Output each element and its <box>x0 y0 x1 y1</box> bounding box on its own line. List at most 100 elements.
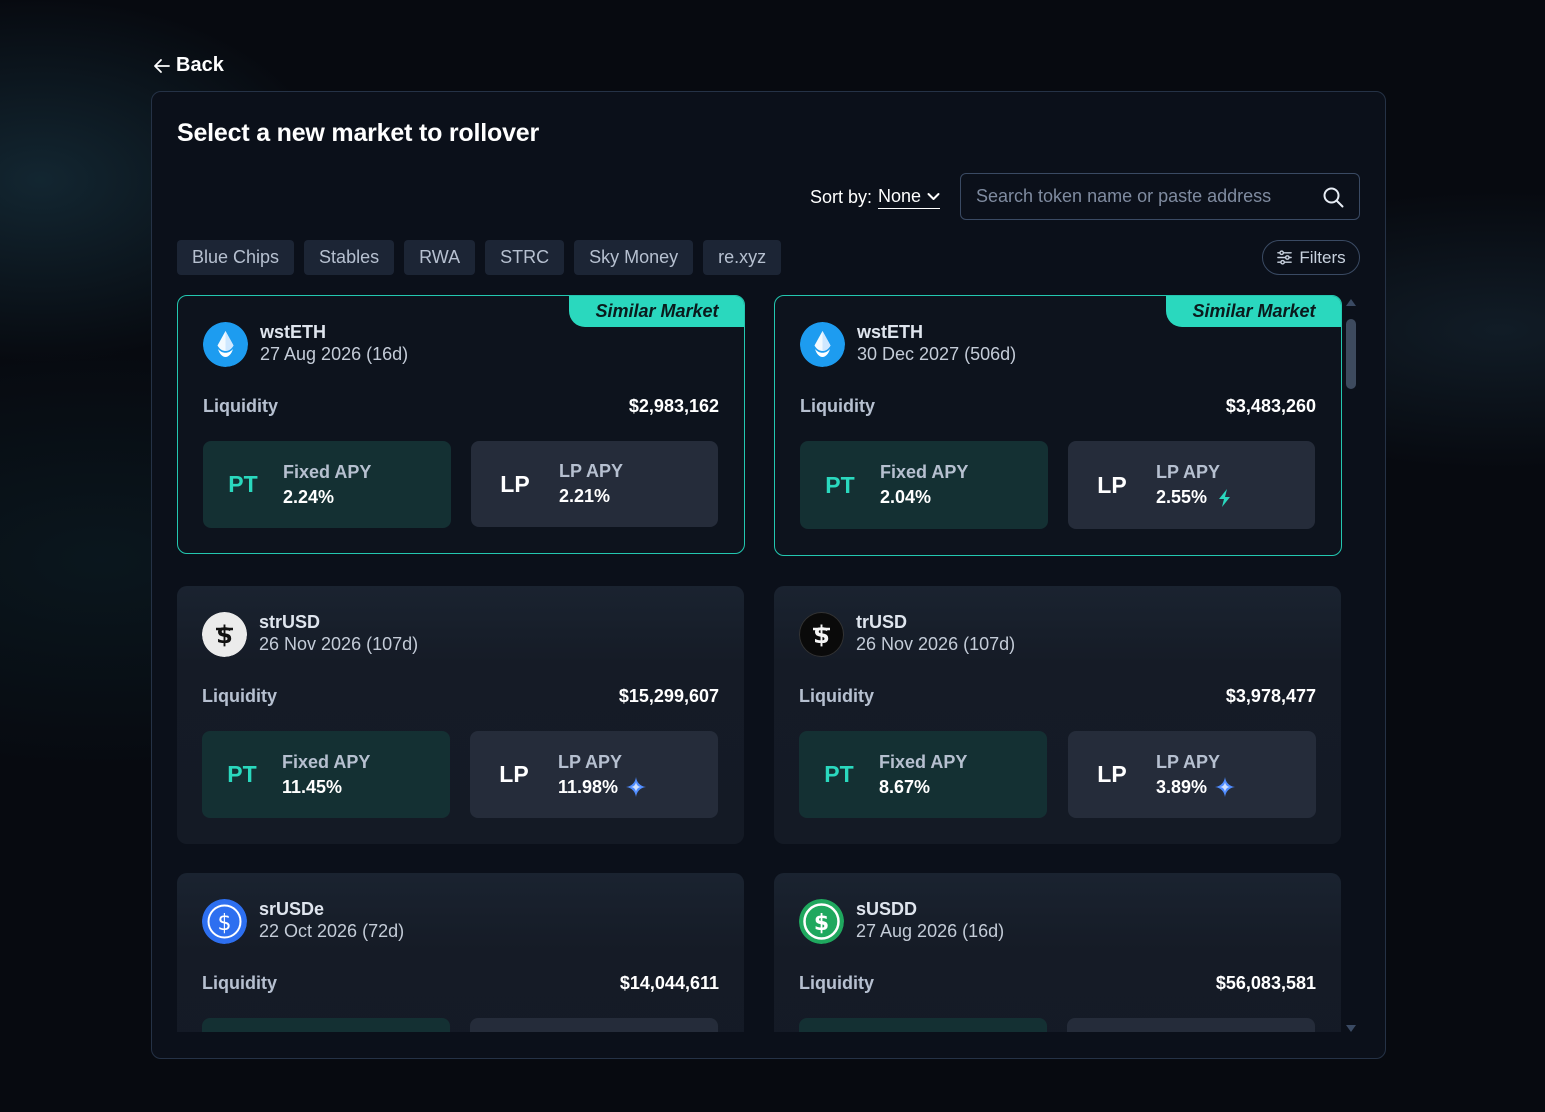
category-chips: Blue Chips Stables RWA STRC Sky Money re… <box>177 240 782 275</box>
susdd-icon: $ <box>799 899 844 944</box>
page-title: Select a new market to rollover <box>177 119 540 147</box>
filters-button[interactable]: Filters <box>1262 240 1360 275</box>
pt-code: PT <box>228 471 258 497</box>
search-input[interactable] <box>976 186 1321 207</box>
chip-rwa[interactable]: RWA <box>404 240 476 275</box>
svg-text:$: $ <box>218 911 232 936</box>
sort-label: Sort by: <box>809 187 872 207</box>
token-name: strUSD <box>259 612 321 632</box>
lp-apy-label: LP APY <box>559 461 624 481</box>
token-name: wstETH <box>260 322 327 342</box>
lp-apy-value: 11.98% <box>558 776 619 797</box>
market-card[interactable]: $ srUSDe 22 Oct 2026 (72d) Liquidity $14… <box>177 873 744 1032</box>
sparkle-icon <box>1215 777 1236 797</box>
svg-text:$: $ <box>216 621 233 649</box>
fixed-apy-value: 2.24% <box>283 486 335 507</box>
token-name: wstETH <box>857 322 924 342</box>
liquidity-label: Liquidity <box>202 686 277 706</box>
srusde-icon: $ <box>202 899 247 944</box>
chip-strc[interactable]: STRC <box>485 240 565 275</box>
market-card[interactable]: Similar Market wstETH 27 Aug 2026 (16d) … <box>177 295 745 554</box>
maturity-date: 26 Nov 2026 (107d) <box>856 634 1016 654</box>
scrollbar-thumb[interactable] <box>1346 319 1356 389</box>
arrow-left-icon <box>154 58 170 73</box>
lp-code: LP <box>499 761 529 787</box>
market-card[interactable]: $ trUSD 26 Nov 2026 (107d) Liquidity $3,… <box>774 586 1341 844</box>
scrollbar[interactable] <box>1344 299 1358 1032</box>
lp-apy-box[interactable]: LP LP APY 2.55% <box>1068 441 1315 529</box>
sliders-icon <box>1277 250 1293 265</box>
lp-code: LP <box>1097 471 1127 498</box>
chip-re-xyz[interactable]: re.xyz <box>703 240 782 275</box>
market-list[interactable]: Similar Market wstETH 27 Aug 2026 (16d) … <box>177 295 1342 1032</box>
liquidity-label: Liquidity <box>202 973 277 993</box>
liquidity-label: Liquidity <box>799 973 874 993</box>
chip-blue-chips[interactable]: Blue Chips <box>177 240 295 275</box>
trusd-icon: $ <box>799 612 844 657</box>
pt-apy-box[interactable]: PT Fixed APY 2.04% <box>800 441 1048 529</box>
liquidity-value: $14,044,611 <box>619 973 719 993</box>
token-name: sUSDD <box>856 899 918 919</box>
lp-code: LP <box>1097 761 1127 787</box>
pt-code: PT <box>227 761 257 787</box>
maturity-date: 30 Dec 2027 (506d) <box>857 344 1017 364</box>
maturity-date: 22 Oct 2026 (72d) <box>259 921 405 941</box>
fixed-apy-label: Fixed APY <box>282 751 371 772</box>
wsteth-icon <box>203 322 248 367</box>
chip-stables[interactable]: Stables <box>304 240 395 275</box>
token-name: trUSD <box>856 612 908 632</box>
back-button[interactable]: Back <box>152 54 224 77</box>
sort-control: Sort by: None <box>810 186 940 209</box>
scroll-down-icon[interactable] <box>1346 1025 1356 1032</box>
sort-dropdown[interactable]: None <box>877 186 940 209</box>
similar-market-badge: Similar Market <box>1166 296 1341 327</box>
liquidity-label: Liquidity <box>203 396 278 416</box>
liquidity-value: $2,983,162 <box>628 396 719 416</box>
liquidity-value: $3,483,260 <box>1225 396 1316 416</box>
lp-apy-value: 2.21% <box>559 486 611 506</box>
lp-apy-box[interactable]: LP LP APY 3.89% <box>1068 731 1316 818</box>
liquidity-label: Liquidity <box>799 686 874 706</box>
chip-sky-money[interactable]: Sky Money <box>574 240 694 275</box>
pt-apy-box[interactable] <box>202 1018 450 1032</box>
liquidity-value: $56,083,581 <box>1215 973 1316 993</box>
sort-value: None <box>877 186 921 206</box>
chevron-down-icon <box>927 193 940 200</box>
fixed-apy-value: 11.45% <box>282 776 343 797</box>
rollover-panel: Select a new market to rollover Sort by:… <box>151 91 1386 1059</box>
pt-apy-box[interactable]: PT Fixed APY 2.24% <box>203 441 451 528</box>
pt-apy-box[interactable]: PT Fixed APY 8.67% <box>799 731 1047 818</box>
similar-market-badge: Similar Market <box>569 296 744 327</box>
search-box <box>960 173 1360 220</box>
search-icon[interactable] <box>1321 185 1345 209</box>
lp-apy-label: LP APY <box>558 751 623 772</box>
lp-apy-box[interactable]: LP LP APY 2.21% <box>471 441 718 527</box>
market-card[interactable]: Similar Market wstETH 30 Dec 2027 (506d)… <box>774 295 1342 556</box>
sparkle-icon <box>626 777 647 797</box>
market-card[interactable]: $ strUSD 26 Nov 2026 (107d) Liquidity $1… <box>177 586 744 844</box>
market-card[interactable]: $ sUSDD 27 Aug 2026 (16d) Liquidity $56,… <box>774 873 1341 1032</box>
lp-apy-box[interactable] <box>1067 1018 1315 1032</box>
pt-apy-box[interactable] <box>799 1018 1047 1032</box>
pt-code: PT <box>824 761 854 787</box>
scroll-up-icon[interactable] <box>1346 299 1356 306</box>
lp-apy-label: LP APY <box>1156 751 1221 772</box>
lp-apy-box[interactable] <box>470 1018 718 1032</box>
lp-code: LP <box>500 470 530 497</box>
lp-apy-value: 3.89% <box>1156 776 1208 797</box>
maturity-date: 26 Nov 2026 (107d) <box>259 634 419 654</box>
maturity-date: 27 Aug 2026 (16d) <box>856 921 1005 941</box>
fixed-apy-value: 2.04% <box>880 487 932 507</box>
lightning-icon <box>1219 488 1231 507</box>
lp-apy-value: 2.55% <box>1156 487 1208 507</box>
fixed-apy-label: Fixed APY <box>879 751 968 772</box>
fixed-apy-value: 8.67% <box>879 776 931 797</box>
svg-text:$: $ <box>813 621 830 649</box>
liquidity-value: $15,299,607 <box>618 686 719 706</box>
wsteth-icon <box>800 322 845 367</box>
svg-text:$: $ <box>814 911 829 936</box>
maturity-date: 27 Aug 2026 (16d) <box>260 344 409 364</box>
fixed-apy-label: Fixed APY <box>283 461 372 482</box>
pt-apy-box[interactable]: PT Fixed APY 11.45% <box>202 731 450 818</box>
lp-apy-box[interactable]: LP LP APY 11.98% <box>470 731 718 818</box>
